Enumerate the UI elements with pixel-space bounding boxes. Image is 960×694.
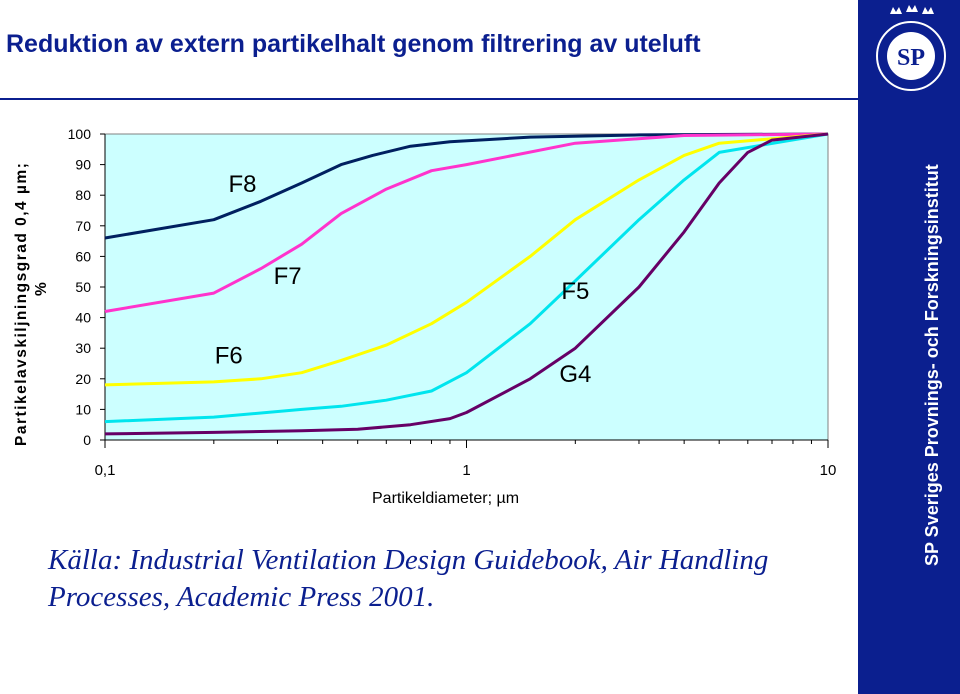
series-label-g4: G4 — [559, 361, 591, 388]
y-tick-label: 60 — [75, 248, 91, 264]
source-note: Källa: Industrial Ventilation Design Gui… — [48, 542, 848, 616]
series-line-f8 — [104, 132, 829, 240]
series-line-f6 — [104, 132, 829, 387]
crown-icon — [890, 7, 902, 14]
y-tick-label: 100 — [68, 126, 92, 142]
y-tick-label: 90 — [75, 157, 91, 173]
crown-icon — [906, 5, 918, 12]
x-tick-label: 0,1 — [95, 462, 116, 479]
source-note-line1: Källa: Industrial Ventilation Design Gui… — [48, 544, 769, 576]
y-tick-label: 20 — [75, 371, 91, 387]
plot-area — [104, 133, 829, 441]
x-tick-label: 1 — [462, 462, 470, 479]
y-tick-label: 40 — [75, 310, 91, 326]
title-divider — [0, 98, 858, 100]
page-title: Reduktion av extern partikelhalt genom f… — [6, 30, 701, 58]
series-line-f7 — [104, 132, 829, 313]
brand-vertical-text: SP Sveriges Provnings- och Forskningsins… — [922, 164, 942, 566]
y-tick-label: 70 — [75, 218, 91, 234]
series-label-f6: F6 — [215, 343, 243, 370]
series-labels: F8 F7 F6 F5 G4 — [215, 171, 592, 388]
crown-icon — [922, 7, 934, 14]
y-tick-label: 80 — [75, 187, 91, 203]
brand-sidebar — [858, 0, 960, 694]
series-label-f5: F5 — [561, 278, 589, 305]
logo-text: SP — [897, 45, 925, 71]
series-label-f8: F8 — [228, 171, 256, 198]
series-label-f7: F7 — [274, 263, 302, 290]
series-line-g4 — [104, 132, 829, 436]
source-note-line2: Processes, Academic Press 2001. — [48, 581, 435, 613]
y-tick-label: 50 — [75, 279, 91, 295]
y-tick-label: 10 — [75, 401, 91, 417]
series-line-f5 — [104, 132, 829, 424]
sp-logo-icon: SP — [876, 5, 946, 91]
axes: 0 10 20 30 40 50 60 70 80 90 100 0,1 1 10 — [68, 126, 837, 479]
y-tick-label: 0 — [83, 432, 91, 448]
y-tick-label: 30 — [75, 340, 91, 356]
series-layer — [104, 132, 829, 436]
x-axis-label: Partikeldiameter; µm — [372, 490, 520, 507]
x-tick-label: 10 — [820, 462, 837, 479]
filtration-chart: 0 10 20 30 40 50 60 70 80 90 100 0,1 1 10 F8 F7 F6 F5 G4 — [68, 126, 837, 479]
